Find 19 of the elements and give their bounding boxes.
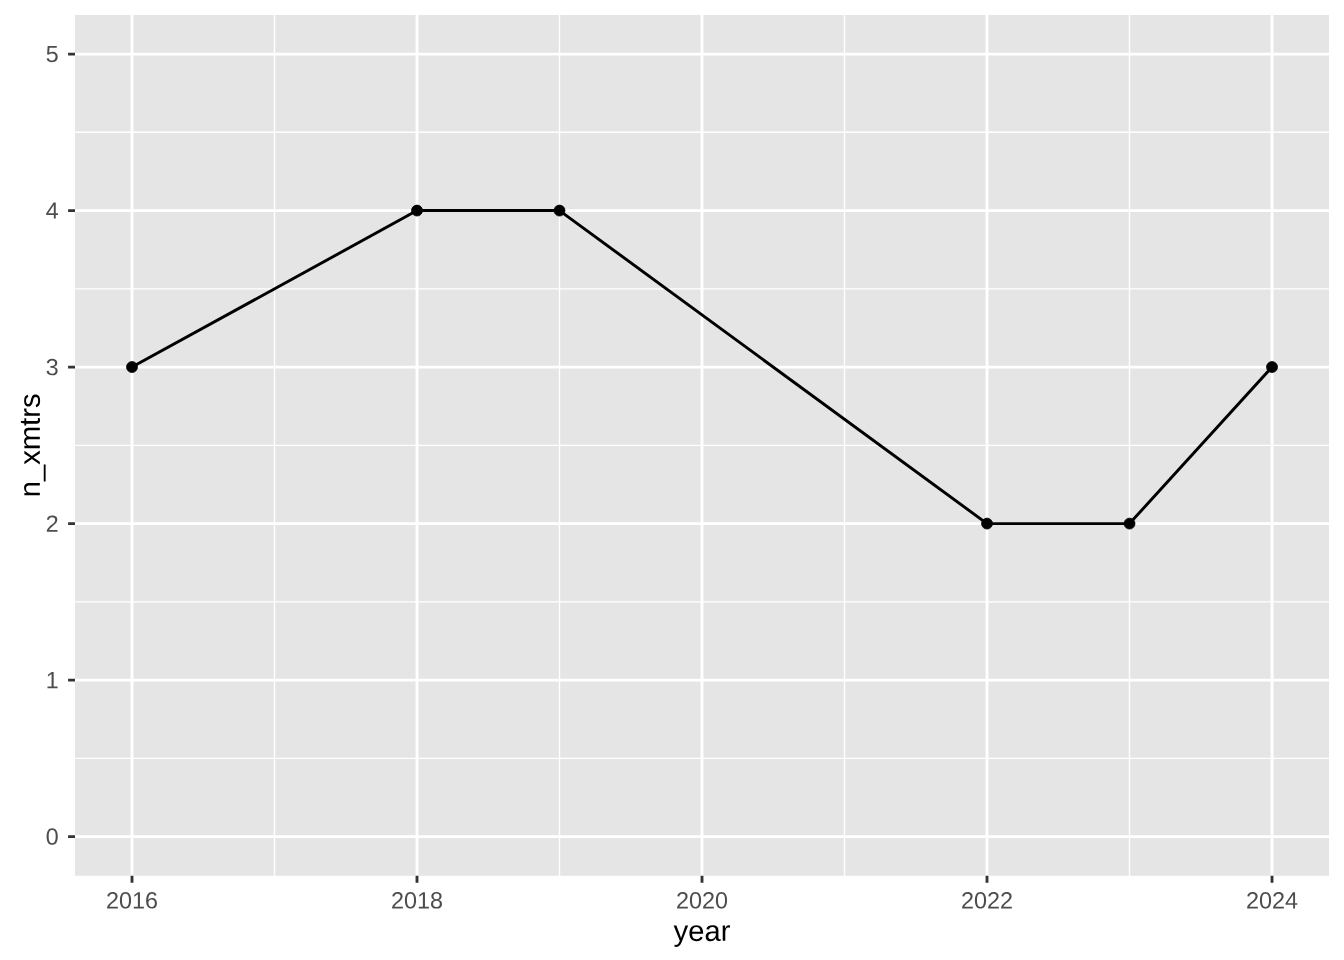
point (1123, 517, 1136, 530)
y-tick-label: 3 (46, 358, 58, 376)
x-axis-title: year (673, 925, 730, 947)
y-tick-label: 4 (46, 202, 59, 219)
point (1266, 361, 1278, 373)
y-tick-label: 1 (47, 672, 58, 689)
y-tick-label: 2 (46, 515, 58, 532)
x-tick-label: 2016 (107, 892, 157, 909)
x-tick-label: 2024 (1247, 892, 1298, 909)
x-tick-label: 2020 (677, 892, 728, 909)
point (981, 517, 993, 530)
point (553, 204, 566, 217)
y-tick-label: 0 (46, 828, 58, 845)
x-tick-label: 2022 (962, 892, 1012, 909)
y-tick-label: 5 (46, 45, 58, 63)
x-tick-label: 2018 (392, 892, 442, 909)
point (126, 361, 138, 373)
y-axis-title: n_xmtrs (20, 394, 46, 496)
point (411, 204, 423, 217)
